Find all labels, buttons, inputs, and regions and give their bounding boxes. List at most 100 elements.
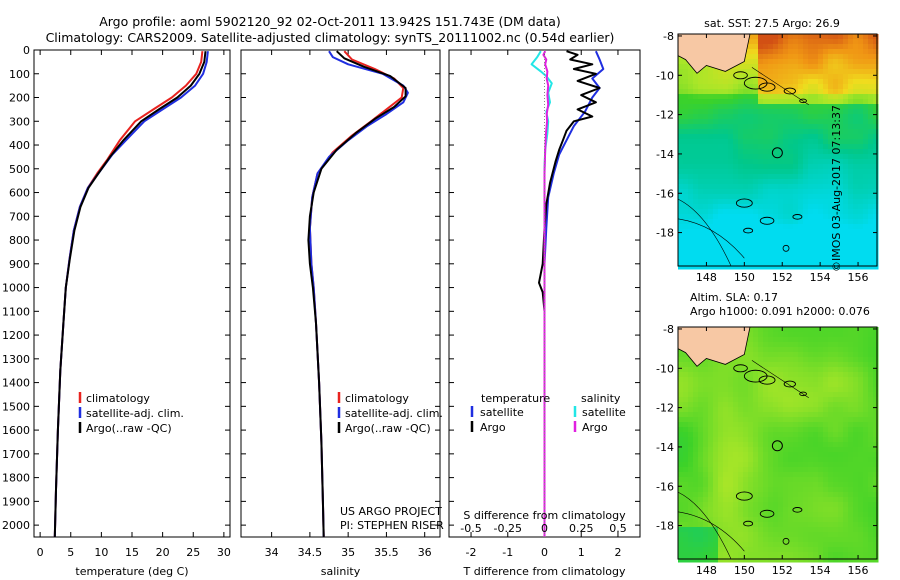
map-pixel (773, 34, 779, 40)
map-pixel (743, 109, 749, 115)
map-pixel (743, 139, 749, 145)
map-pixel (758, 342, 764, 348)
map-pixel (823, 219, 829, 225)
map-pixel (813, 407, 819, 413)
map-pixel (823, 184, 829, 190)
map-pixel (788, 199, 794, 205)
map-pixel (703, 234, 709, 240)
map-pixel (843, 362, 849, 368)
map-pixel (693, 114, 699, 120)
map-pixel (848, 352, 854, 358)
map-pixel (788, 79, 794, 85)
differences-xtick-label: 0 (541, 546, 548, 559)
map-pixel (748, 517, 754, 523)
map-pixel (873, 347, 879, 353)
map-pixel (868, 84, 874, 90)
map-pixel (698, 452, 704, 458)
map-pixel (808, 64, 814, 70)
map-pixel (678, 492, 684, 498)
map-pixel (748, 332, 754, 338)
map-pixel (773, 547, 779, 553)
map-pixel (818, 229, 824, 235)
map-pixel (833, 487, 839, 493)
map-pixel (863, 462, 869, 468)
map-pixel (723, 239, 729, 245)
map-pixel (833, 39, 839, 45)
map-pixel (858, 154, 864, 160)
map-pixel (823, 522, 829, 528)
map-pixel (678, 244, 684, 250)
map-pixel (858, 392, 864, 398)
map-pixel (718, 442, 724, 448)
map-pixel (813, 482, 819, 488)
map-pixel (823, 492, 829, 498)
map-pixel (808, 362, 814, 368)
map-pixel (858, 487, 864, 493)
map-pixel (843, 392, 849, 398)
map-pixel (848, 387, 854, 393)
map-pixel (778, 497, 784, 503)
map-pixel (723, 259, 729, 265)
map-pixel (688, 467, 694, 473)
map-pixel (683, 397, 689, 403)
map-pixel (723, 74, 729, 80)
map-pixel (788, 537, 794, 543)
map-pixel (753, 149, 759, 155)
map-pixel (868, 352, 874, 358)
map-pixel (828, 84, 834, 90)
map-sst_map-secondary-marker (782, 244, 790, 252)
map-pixel (683, 522, 689, 528)
map-pixel (848, 482, 854, 488)
map-pixel (793, 367, 799, 373)
map-pixel (778, 342, 784, 348)
map-pixel (713, 159, 719, 165)
map-pixel (778, 457, 784, 463)
map-pixel (813, 229, 819, 235)
map-pixel (783, 264, 789, 270)
map-pixel (708, 219, 714, 225)
map-pixel (718, 497, 724, 503)
map-pixel (823, 377, 829, 383)
map-pixel (803, 174, 809, 180)
map-pixel (713, 244, 719, 250)
map-pixel (718, 372, 724, 378)
map-pixel (798, 512, 804, 518)
map-pixel (868, 94, 874, 100)
map-pixel (768, 214, 774, 220)
map-pixel (693, 527, 699, 533)
map-pixel (863, 407, 869, 413)
map-pixel (748, 402, 754, 408)
map-pixel (753, 179, 759, 185)
map-pixel (808, 219, 814, 225)
map-pixel (743, 214, 749, 220)
map-pixel (708, 527, 714, 533)
map-pixel (788, 264, 794, 270)
map-pixel (798, 427, 804, 433)
map-pixel (783, 44, 789, 50)
map-pixel (768, 332, 774, 338)
map-pixel (833, 104, 839, 110)
map-pixel (863, 497, 869, 503)
map-pixel (698, 219, 704, 225)
map-pixel (703, 542, 709, 548)
map-pixel (798, 387, 804, 393)
map-pixel (733, 199, 739, 205)
map-pixel (708, 467, 714, 473)
map-pixel (678, 412, 684, 418)
map-pixel (843, 397, 849, 403)
map-pixel (768, 542, 774, 548)
map-pixel (813, 527, 819, 533)
map-pixel (708, 79, 714, 85)
map-pixel (713, 552, 719, 558)
map-pixel (828, 342, 834, 348)
map-pixel (713, 214, 719, 220)
map-pixel (688, 119, 694, 125)
map-pixel (708, 517, 714, 523)
map-pixel (778, 179, 784, 185)
map-pixel (723, 542, 729, 548)
map-pixel (783, 447, 789, 453)
map-pixel (828, 327, 834, 333)
map-pixel (873, 452, 879, 458)
map-pixel (808, 492, 814, 498)
map-pixel (813, 537, 819, 543)
